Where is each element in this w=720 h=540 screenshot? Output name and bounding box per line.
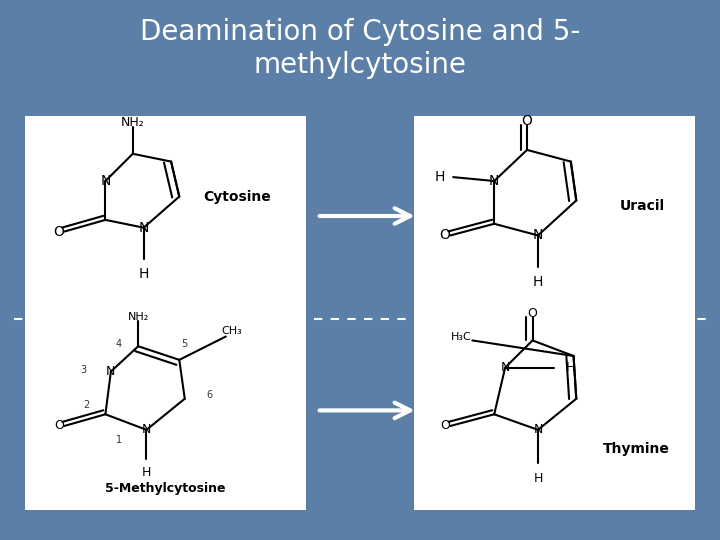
Text: O: O — [528, 307, 537, 320]
Text: Thymine: Thymine — [603, 442, 670, 456]
Text: O: O — [521, 114, 533, 128]
Text: H: H — [434, 170, 445, 184]
Text: H: H — [566, 361, 575, 374]
Text: O: O — [439, 228, 451, 242]
Text: N: N — [142, 423, 151, 436]
Text: H: H — [138, 267, 149, 281]
Text: Deamination of Cytosine and 5-
methylcytosine: Deamination of Cytosine and 5- methylcyt… — [140, 18, 580, 79]
Text: N: N — [489, 174, 500, 188]
FancyBboxPatch shape — [414, 116, 695, 316]
Text: 1: 1 — [116, 435, 122, 444]
Text: 4: 4 — [116, 339, 122, 349]
Text: 6: 6 — [207, 390, 212, 400]
Text: 5: 5 — [181, 339, 188, 349]
Text: H: H — [534, 472, 543, 485]
Text: 5-Methylcytosine: 5-Methylcytosine — [105, 482, 226, 495]
Text: N: N — [534, 423, 543, 436]
Text: N: N — [106, 365, 116, 378]
FancyBboxPatch shape — [25, 310, 306, 510]
FancyBboxPatch shape — [414, 310, 695, 510]
Text: H: H — [533, 275, 543, 289]
Text: O: O — [440, 420, 450, 433]
Text: Cytosine: Cytosine — [203, 190, 271, 204]
Text: 2: 2 — [83, 400, 89, 409]
Text: H: H — [142, 466, 151, 479]
Text: NH₂: NH₂ — [127, 312, 149, 322]
Text: N: N — [533, 228, 543, 242]
Text: O: O — [54, 420, 64, 433]
Text: N: N — [500, 361, 510, 374]
Text: CH₃: CH₃ — [221, 326, 242, 336]
Text: H₃C: H₃C — [451, 332, 472, 341]
Text: NH₂: NH₂ — [121, 116, 145, 129]
Text: N: N — [138, 221, 149, 235]
Text: N: N — [100, 174, 111, 188]
FancyBboxPatch shape — [25, 116, 306, 316]
Text: Uracil: Uracil — [619, 199, 665, 213]
Text: 3: 3 — [81, 364, 86, 375]
Text: O: O — [53, 225, 64, 239]
